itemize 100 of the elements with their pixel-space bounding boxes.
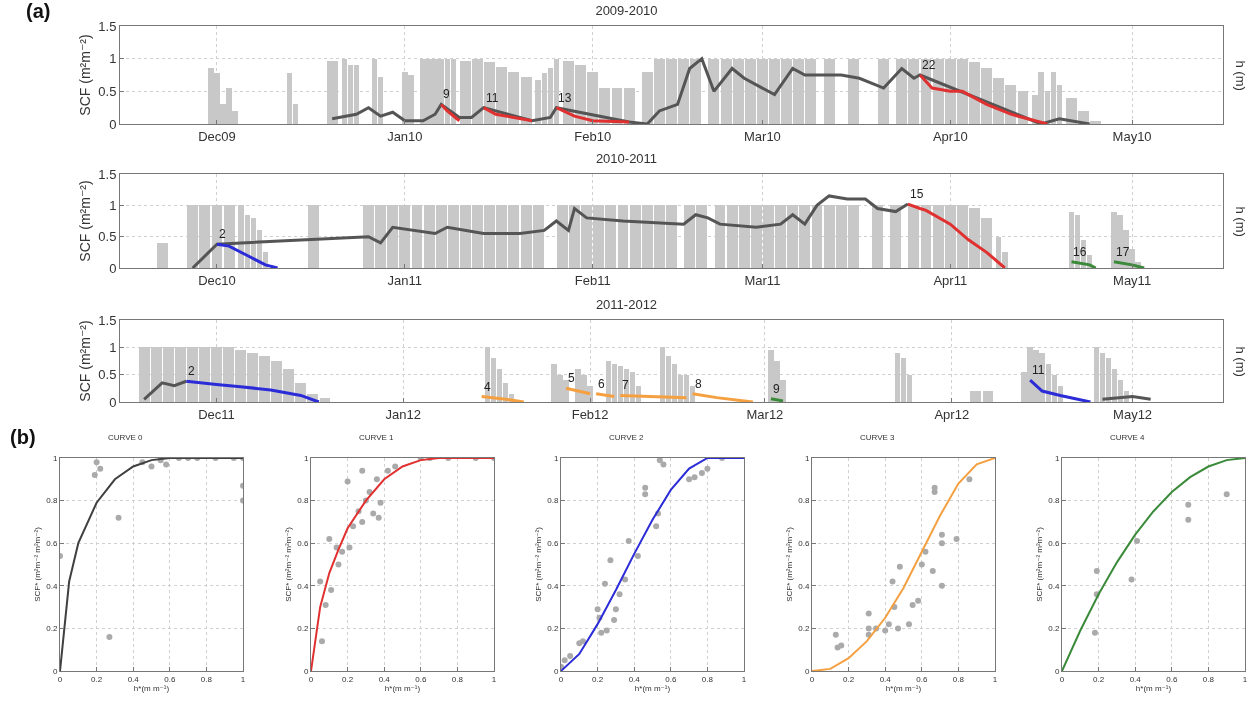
text: (a): [26, 0, 51, 22]
x-tick-label: 0.6: [665, 674, 678, 684]
x-tick-label: May10: [1112, 128, 1152, 144]
y-axis-title: SCF* (m²m⁻² m²m⁻²): [784, 526, 794, 602]
x-tick-label: Jan10: [387, 128, 423, 144]
y-axis-title: SCF (m²m⁻²): [76, 320, 93, 402]
y-tick-label: 1: [303, 453, 309, 463]
y-tick-label: 0.6: [46, 539, 58, 548]
y-axis-title: SCF (m²m⁻²): [76, 34, 93, 116]
y-axis-title: SCF* (m²m⁻² m²m⁻²): [283, 526, 293, 602]
y-axis-title: SCF* (m²m⁻² m²m⁻²): [1035, 526, 1045, 602]
y-tick-label: 1.5: [98, 166, 117, 182]
chart-title: CURVE 4: [1110, 432, 1146, 442]
x-tick-label: Apr10: [932, 128, 968, 144]
y-tick-label: 0: [109, 260, 117, 276]
annotation: 16: [1073, 245, 1087, 259]
y-tick-label: 0.5: [98, 229, 117, 245]
x-tick-label: 0.8: [702, 674, 714, 684]
y-tick-label: 0.4: [46, 581, 58, 591]
annotation: 4: [484, 380, 491, 394]
chart-title: CURVE 0: [108, 432, 144, 442]
annotation: 22: [922, 58, 936, 72]
y-tick-label: 0.6: [798, 539, 810, 548]
y-tick-label: 0.4: [1048, 581, 1061, 591]
x-tick-label: 0.2: [842, 674, 855, 684]
y-tick-label: 0.4: [798, 581, 810, 591]
x-tick-label: Mar11: [744, 272, 781, 288]
x-axis-title: h*(m m⁻¹): [1136, 683, 1172, 693]
y-axis-title: SCF* (m²m⁻² m²m⁻²): [534, 526, 544, 602]
y-tick-label: 0.5: [98, 83, 117, 99]
x-tick-label: 0.6: [1166, 674, 1179, 684]
y-tick-label: 0: [1055, 666, 1061, 676]
x-tick-label: 0.8: [1203, 674, 1215, 684]
x-tick-label: 0.2: [91, 674, 103, 684]
y-axis-title: SCF (m²m⁻²): [76, 180, 93, 262]
y-axis-title: SCF* (m²m⁻² m²m⁻²): [32, 526, 42, 602]
x-tick-label: Apr11: [933, 272, 968, 288]
x-tick-label: 1: [1243, 674, 1249, 684]
annotation: 11: [486, 91, 499, 105]
x-tick-label: 0.4: [378, 674, 390, 684]
x-tick-label: 0.8: [451, 674, 464, 684]
x-tick-label: 1: [491, 674, 497, 684]
x-tick-label: 0.2: [341, 674, 354, 684]
x-tick-label: 0.4: [879, 674, 892, 684]
chart-title: 2010-2011: [595, 151, 658, 167]
y-tick-label: 0: [109, 394, 117, 410]
x-tick-label: 0.6: [414, 674, 427, 684]
x-tick-label: 0.4: [127, 674, 140, 684]
x-tick-label: May11: [1113, 272, 1152, 288]
y-tick-label: 0.8: [296, 496, 309, 506]
x-tick-label: 1: [992, 674, 998, 684]
y2-axis-title: h (m): [1232, 60, 1248, 91]
y-tick-label: 1: [109, 197, 117, 213]
y2-axis-title: h (m): [1232, 206, 1248, 237]
y-tick-label: 1.5: [98, 18, 117, 34]
y2-axis-title: h (m): [1232, 346, 1248, 377]
y-tick-label: 0.8: [46, 496, 58, 506]
y-tick-label: 0.4: [547, 581, 560, 591]
x-tick-label: Dec09: [198, 128, 236, 144]
x-tick-label: 1: [240, 674, 246, 684]
y-tick-label: 0: [109, 116, 117, 132]
annotation: 5: [568, 371, 575, 385]
x-tick-label: Dec10: [198, 272, 236, 288]
y-tick-label: 0: [554, 666, 560, 676]
x-axis-title: h*(m m⁻¹): [384, 683, 421, 693]
chart-title: 2009-2010: [595, 3, 658, 19]
y-tick-label: 1: [109, 339, 117, 355]
annotation: 13: [558, 91, 572, 105]
annotation: 7: [622, 378, 629, 392]
annotation: 17: [1116, 245, 1130, 259]
y-tick-label: 1.5: [98, 312, 117, 328]
chart-title: 2011-2012: [595, 297, 658, 313]
x-axis-title: h*(m m⁻¹): [635, 683, 671, 693]
y-tick-label: 0.2: [1048, 624, 1061, 634]
x-tick-label: Feb10: [574, 128, 612, 144]
annotation: 6: [598, 377, 605, 391]
y-tick-label: 1: [1055, 453, 1061, 463]
x-tick-label: 0.6: [164, 674, 176, 684]
x-tick-label: 0.8: [952, 674, 965, 684]
x-tick-label: 0.4: [1130, 674, 1142, 684]
y-tick-label: 0.8: [798, 496, 810, 506]
x-axis-title: h*(m m⁻¹): [133, 683, 170, 693]
y-tick-label: 0.5: [98, 367, 117, 383]
x-tick-label: Mar10: [743, 128, 781, 144]
chart-title: CURVE 3: [859, 432, 895, 442]
x-tick-label: Jan11: [387, 272, 423, 288]
y-tick-label: 0.2: [547, 624, 560, 634]
y-tick-label: 1: [109, 51, 117, 67]
y-tick-label: 0: [303, 666, 309, 676]
y-tick-label: 0.6: [296, 539, 309, 548]
x-tick-label: Dec11: [198, 406, 235, 422]
x-tick-label: Jan12: [385, 406, 421, 422]
x-tick-label: Feb12: [571, 406, 609, 422]
x-tick-label: 0.2: [592, 674, 604, 684]
y-tick-label: 0.2: [46, 624, 58, 634]
annotation: 11: [1032, 363, 1045, 377]
y-tick-label: 0: [804, 666, 810, 676]
y-tick-label: 0.2: [296, 624, 309, 634]
chart-title: CURVE 2: [609, 432, 645, 442]
x-tick-label: 0.2: [1093, 674, 1106, 684]
